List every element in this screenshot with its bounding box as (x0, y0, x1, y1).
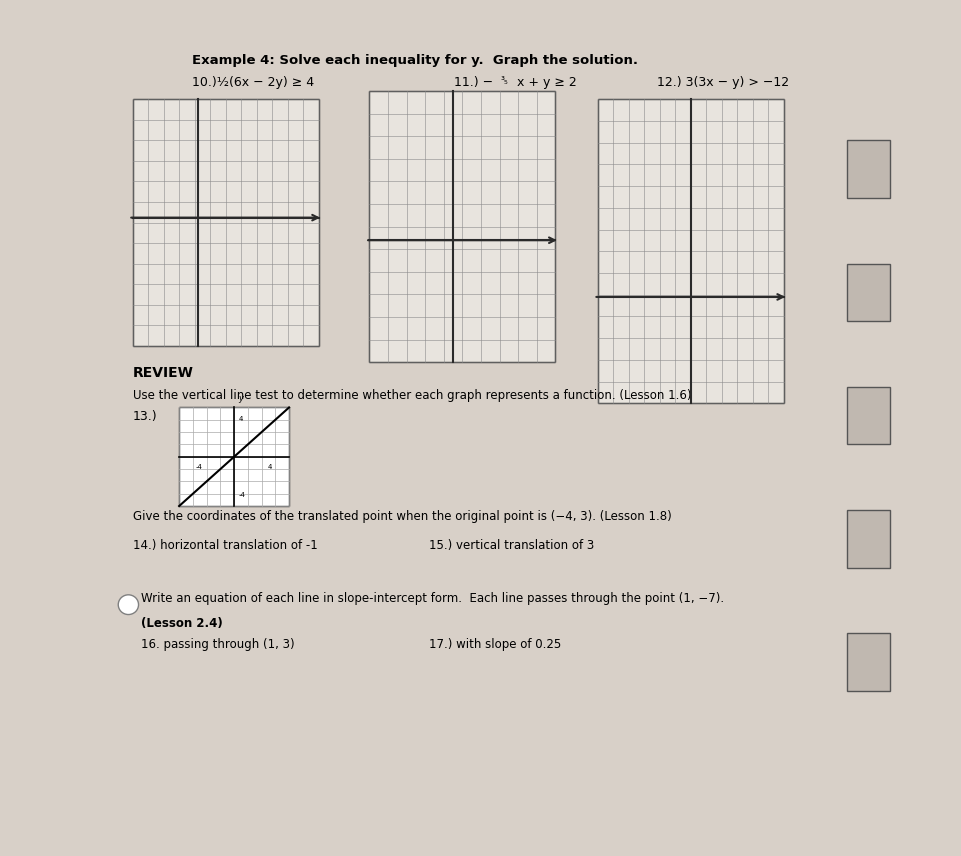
Text: (Lesson 2.4): (Lesson 2.4) (141, 617, 223, 630)
FancyBboxPatch shape (848, 140, 890, 198)
Text: 11.) −: 11.) − (454, 76, 493, 89)
FancyBboxPatch shape (848, 510, 890, 568)
Text: y: y (238, 395, 243, 403)
Text: 4: 4 (238, 416, 243, 422)
Text: Write an equation of each line in slope-intercept form.  Each line passes throug: Write an equation of each line in slope-… (141, 592, 725, 605)
Text: Use the vertical line test to determine whether each graph represents a function: Use the vertical line test to determine … (133, 389, 691, 401)
Text: -4: -4 (196, 464, 203, 470)
Text: ³₅: ³₅ (501, 76, 508, 86)
FancyBboxPatch shape (848, 633, 890, 691)
Text: 12.) 3(3x − y) > −12: 12.) 3(3x − y) > −12 (657, 76, 789, 89)
Text: Example 4: Solve each inequality for y.  Graph the solution.: Example 4: Solve each inequality for y. … (192, 54, 638, 67)
Text: 14.) horizontal translation of -1: 14.) horizontal translation of -1 (133, 539, 317, 552)
Text: 17.) with slope of 0.25: 17.) with slope of 0.25 (429, 638, 561, 651)
FancyBboxPatch shape (848, 264, 890, 321)
FancyBboxPatch shape (369, 91, 555, 362)
FancyBboxPatch shape (133, 99, 319, 346)
FancyBboxPatch shape (179, 407, 289, 506)
Text: REVIEW: REVIEW (133, 366, 193, 380)
Text: x + y ≥ 2: x + y ≥ 2 (517, 76, 578, 89)
FancyBboxPatch shape (598, 99, 784, 403)
Text: 10.)½(6x − 2y) ≥ 4: 10.)½(6x − 2y) ≥ 4 (192, 76, 314, 89)
Circle shape (118, 595, 138, 615)
FancyBboxPatch shape (848, 387, 890, 444)
Text: 16. passing through (1, 3): 16. passing through (1, 3) (141, 638, 295, 651)
Text: 4: 4 (268, 464, 272, 470)
Text: -4: -4 (238, 492, 245, 498)
Text: 13.): 13.) (133, 410, 158, 423)
Text: Give the coordinates of the translated point when the original point is (−4, 3).: Give the coordinates of the translated p… (133, 510, 672, 523)
Text: 15.) vertical translation of 3: 15.) vertical translation of 3 (429, 539, 594, 552)
